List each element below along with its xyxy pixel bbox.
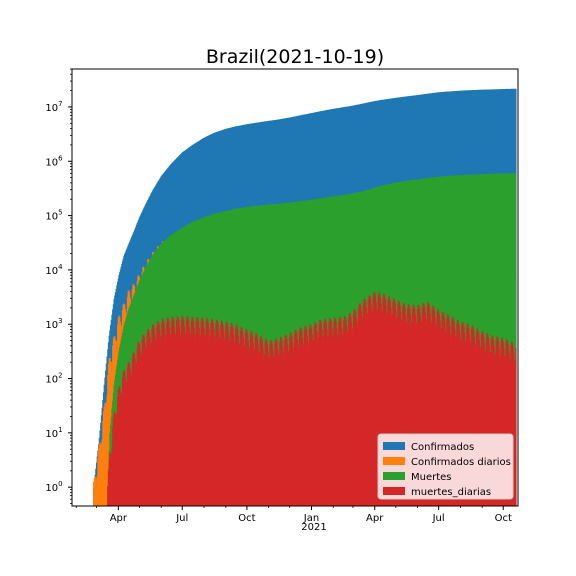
y-tick-label: 106 <box>45 154 63 168</box>
x-tick-label: Jul <box>432 513 445 524</box>
x-tick-label: Jan <box>303 513 319 524</box>
x-tick-label: Apr <box>110 513 128 524</box>
y-tick-label: 102 <box>45 372 62 386</box>
legend-swatch <box>383 472 405 480</box>
x-axis: Apr Jul Oct Jan Apr Jul Oct <box>75 506 512 524</box>
y-axis: 100 101 102 103 104 105 106 107 <box>45 68 72 504</box>
y-tick-label: 107 <box>45 100 62 114</box>
legend-box <box>377 433 514 500</box>
x-axis-year-label: 2021 <box>301 522 326 533</box>
legend-label: Muertes <box>411 472 452 483</box>
y-tick-label: 104 <box>45 263 63 277</box>
series-muertes-diarias <box>107 291 517 506</box>
x-tick-label: Oct <box>495 513 512 524</box>
x-tick-label: Oct <box>238 513 255 524</box>
legend-swatch <box>383 457 405 465</box>
y-tick-label: 105 <box>45 209 62 223</box>
legend-swatch <box>383 442 405 450</box>
plot-frame <box>71 68 519 507</box>
legend-label: Confirmados diarios <box>411 457 511 468</box>
series-bars <box>107 291 517 506</box>
x-tick-label: Jul <box>175 513 188 524</box>
chart-title: Brazil(2021-10-19) <box>206 46 384 68</box>
legend-label: muertes_diarias <box>411 487 491 498</box>
legend: Confirmados Confirmados diarios Muertes mue… <box>377 433 514 500</box>
legend-label: Confirmados <box>411 442 474 453</box>
y-tick-label: 103 <box>45 317 62 331</box>
y-tick-label: 100 <box>45 480 62 494</box>
legend-swatch <box>383 487 405 495</box>
x-tick-label: Apr <box>366 513 384 524</box>
y-tick-label: 101 <box>45 426 62 440</box>
series-layer <box>93 88 517 506</box>
